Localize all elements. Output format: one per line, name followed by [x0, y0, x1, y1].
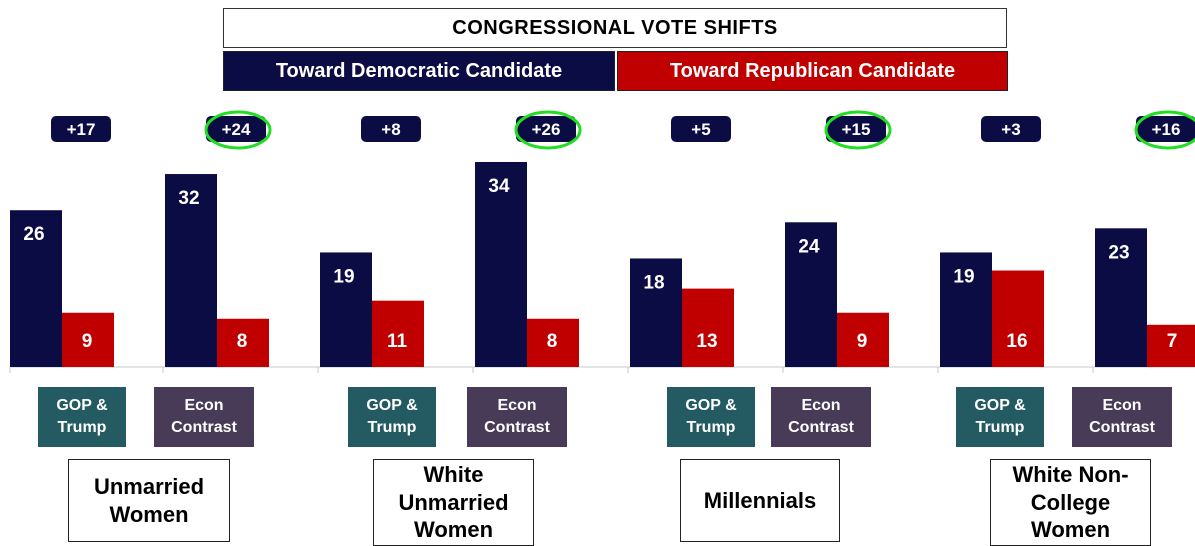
net-shift-badge: [671, 116, 731, 142]
highlight-ring: [1134, 110, 1195, 150]
net-shift-badge: [361, 116, 421, 142]
message-gop-trump: GOP & Trump: [667, 387, 755, 447]
data-label-democratic: 23: [1108, 242, 1129, 263]
net-shift-label: +3: [1001, 120, 1020, 139]
legend-republican: Toward Republican Candidate: [617, 51, 1008, 91]
net-shift-badge: [51, 116, 111, 142]
group-label: Unmarried Women: [68, 459, 230, 542]
data-label-republican: 13: [696, 331, 717, 352]
net-shift-badge: [981, 116, 1041, 142]
highlight-ring: [824, 110, 892, 150]
bar-republican: [992, 270, 1044, 367]
bar-democratic: [630, 258, 682, 367]
bar-democratic: [1095, 228, 1147, 367]
data-label-republican: 7: [1167, 331, 1178, 352]
data-label-democratic: 26: [23, 224, 44, 245]
net-shift-badge: [826, 116, 886, 142]
bar-republican: [372, 300, 424, 367]
message-econ-contrast: Econ Contrast: [467, 387, 567, 447]
message-gop-trump: GOP & Trump: [348, 387, 436, 447]
message-econ-contrast: Econ Contrast: [154, 387, 254, 447]
bar-republican: [62, 312, 114, 367]
highlight-ring: [204, 110, 272, 150]
net-shift-badge: [206, 116, 266, 142]
net-shift-label: +17: [67, 120, 96, 139]
data-label-republican: 8: [237, 331, 248, 352]
data-label-democratic: 18: [643, 272, 664, 293]
message-gop-trump: GOP & Trump: [956, 387, 1044, 447]
bar-democratic: [475, 161, 527, 367]
data-label-democratic: 32: [178, 188, 199, 209]
bar-democratic: [320, 252, 372, 367]
message-gop-trump: GOP & Trump: [38, 387, 126, 447]
bar-democratic: [10, 210, 62, 367]
data-label-democratic: 19: [333, 266, 354, 287]
bar-democratic: [165, 174, 217, 367]
net-shift-badge: [1136, 116, 1195, 142]
bar-republican: [837, 312, 889, 367]
bar-republican: [217, 318, 269, 367]
group-label: Millennials: [680, 459, 840, 542]
data-label-republican: 9: [857, 331, 868, 352]
message-econ-contrast: Econ Contrast: [771, 387, 871, 447]
chart-title: CONGRESSIONAL VOTE SHIFTS: [223, 8, 1007, 48]
net-shift-label: +24: [222, 120, 251, 139]
legend-democratic: Toward Democratic Candidate: [223, 51, 615, 91]
data-label-republican: 8: [547, 331, 558, 352]
bar-democratic: [785, 222, 837, 367]
data-label-democratic: 24: [798, 236, 820, 257]
data-label-democratic: 19: [953, 266, 974, 287]
net-shift-label: +15: [842, 120, 871, 139]
net-shift-badge: [516, 116, 576, 142]
data-label-republican: 9: [82, 331, 93, 352]
bar-republican: [682, 288, 734, 367]
bar-democratic: [940, 252, 992, 367]
net-shift-label: +26: [532, 120, 561, 139]
data-label-republican: 11: [387, 331, 408, 352]
net-shift-label: +5: [691, 120, 710, 139]
data-label-republican: 16: [1006, 331, 1027, 352]
message-econ-contrast: Econ Contrast: [1072, 387, 1172, 447]
net-shift-label: +8: [381, 120, 400, 139]
highlight-ring: [514, 110, 582, 150]
data-label-democratic: 34: [488, 176, 510, 197]
group-label: White Unmarried Women: [373, 459, 534, 546]
net-shift-label: +16: [1152, 120, 1181, 139]
bar-republican: [1147, 324, 1195, 367]
group-label: White Non- College Women: [990, 459, 1151, 546]
bar-republican: [527, 318, 579, 367]
